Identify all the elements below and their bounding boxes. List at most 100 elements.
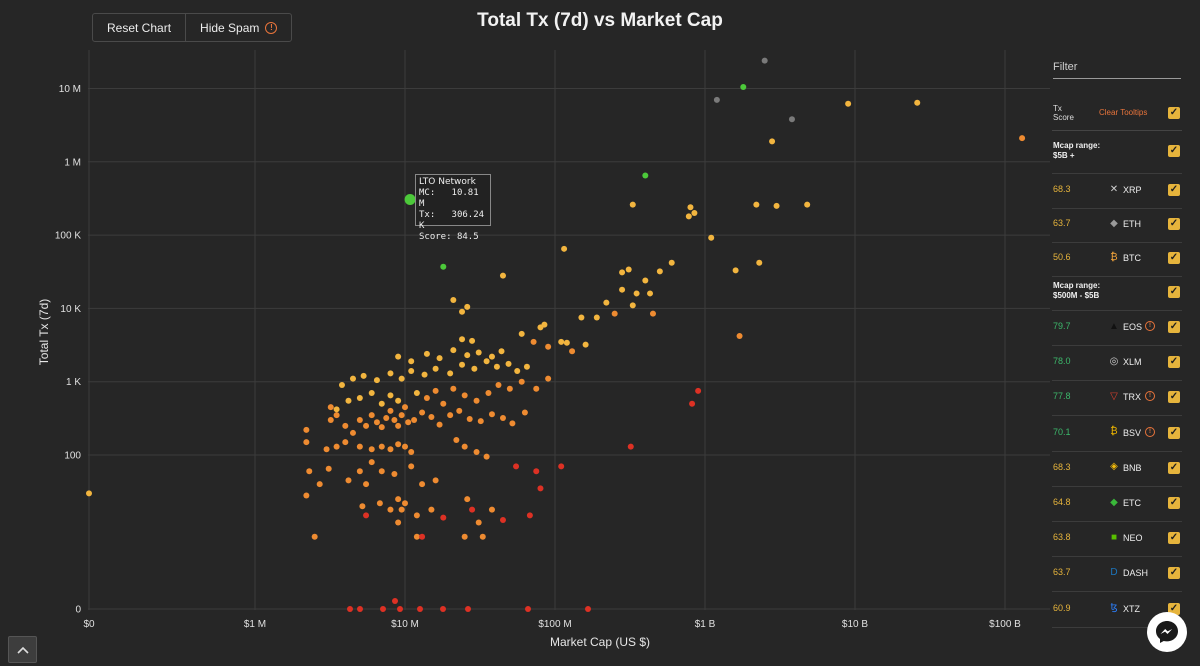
data-point[interactable] [518,330,525,337]
data-point[interactable] [633,290,640,297]
data-point[interactable] [333,443,340,450]
data-point[interactable] [495,382,502,389]
data-point[interactable] [395,519,402,526]
data-point[interactable] [378,468,385,475]
data-point[interactable] [461,533,468,540]
data-point[interactable] [333,412,340,419]
data-point[interactable] [753,201,760,208]
data-point[interactable] [349,375,356,382]
data-point[interactable] [483,358,490,365]
data-point[interactable] [473,448,480,455]
coin-checkbox[interactable]: ✓ [1168,184,1180,196]
data-point[interactable] [395,422,402,429]
data-point[interactable] [469,506,476,513]
coin-checkbox[interactable]: ✓ [1168,567,1180,580]
data-point[interactable] [376,500,383,507]
data-point[interactable] [391,471,398,478]
data-point[interactable] [327,404,334,411]
data-point[interactable] [347,606,353,612]
data-point[interactable] [447,412,454,419]
data-point[interactable] [325,465,332,472]
data-point[interactable] [469,337,476,344]
data-point[interactable] [419,409,426,416]
data-point[interactable] [498,348,505,355]
data-point[interactable] [521,409,528,416]
data-point[interactable] [525,606,531,612]
data-point[interactable] [419,533,426,540]
data-point[interactable] [788,116,795,123]
data-point[interactable] [432,477,439,484]
data-point[interactable] [466,415,473,422]
data-point[interactable] [387,407,394,414]
data-point[interactable] [545,343,552,350]
data-point[interactable] [421,371,428,378]
data-point[interactable] [629,302,636,309]
data-point[interactable] [914,99,921,106]
data-point[interactable] [479,533,486,540]
data-point[interactable] [378,443,385,450]
data-point[interactable] [464,303,471,310]
data-point[interactable] [86,490,92,497]
data-point[interactable] [432,387,439,394]
data-point[interactable] [303,426,310,433]
data-point[interactable] [533,468,540,475]
data-point[interactable] [327,417,334,424]
data-point[interactable] [378,400,385,407]
data-point[interactable] [459,336,466,343]
data-point[interactable] [642,172,649,179]
coin-checkbox[interactable]: ✓ [1168,391,1180,404]
data-point[interactable] [473,397,480,404]
range-5b-checkbox[interactable]: ✓ [1168,145,1180,157]
data-point[interactable] [373,377,380,384]
data-point[interactable] [383,414,390,421]
data-point[interactable] [398,375,405,382]
data-point[interactable] [387,446,394,453]
data-point[interactable] [440,606,446,612]
data-point[interactable] [736,333,743,340]
data-point[interactable] [488,506,495,513]
data-point[interactable] [740,83,747,90]
highlighted-point[interactable] [404,193,416,205]
data-point[interactable] [603,299,610,306]
data-point[interactable] [423,394,430,401]
data-point[interactable] [629,201,636,208]
data-point[interactable] [647,290,654,297]
data-point[interactable] [368,412,375,419]
data-point[interactable] [333,406,340,413]
data-point[interactable] [773,202,780,209]
data-point[interactable] [368,446,375,453]
scroll-top-button[interactable] [8,636,37,663]
data-point[interactable] [619,269,626,276]
coin-checkbox[interactable]: ✓ [1168,321,1180,333]
data-point[interactable] [363,481,370,488]
data-point[interactable] [1019,135,1026,142]
data-point[interactable] [356,394,363,401]
data-point[interactable] [387,392,394,399]
data-point[interactable] [585,606,591,612]
coin-checkbox[interactable]: ✓ [1168,497,1180,509]
data-point[interactable] [695,387,702,394]
data-point[interactable] [513,463,520,470]
data-point[interactable] [345,397,352,404]
data-point[interactable] [368,459,375,466]
data-point[interactable] [408,463,415,470]
data-point[interactable] [417,606,423,612]
data-point[interactable] [387,370,394,377]
data-point[interactable] [450,297,457,304]
data-point[interactable] [436,355,443,362]
data-point[interactable] [411,417,418,424]
data-point[interactable] [402,404,408,411]
data-point[interactable] [619,286,626,293]
data-point[interactable] [461,443,468,450]
select-all-checkbox[interactable]: ✓ [1168,107,1180,119]
data-point[interactable] [356,468,363,475]
data-point[interactable] [368,390,375,397]
coin-checkbox[interactable]: ✓ [1168,461,1180,474]
data-point[interactable] [569,348,576,355]
data-point[interactable] [363,422,370,429]
data-point[interactable] [804,201,811,208]
data-point[interactable] [428,413,435,420]
data-point[interactable] [687,204,694,211]
data-point[interactable] [356,417,363,424]
data-point[interactable] [395,496,402,503]
